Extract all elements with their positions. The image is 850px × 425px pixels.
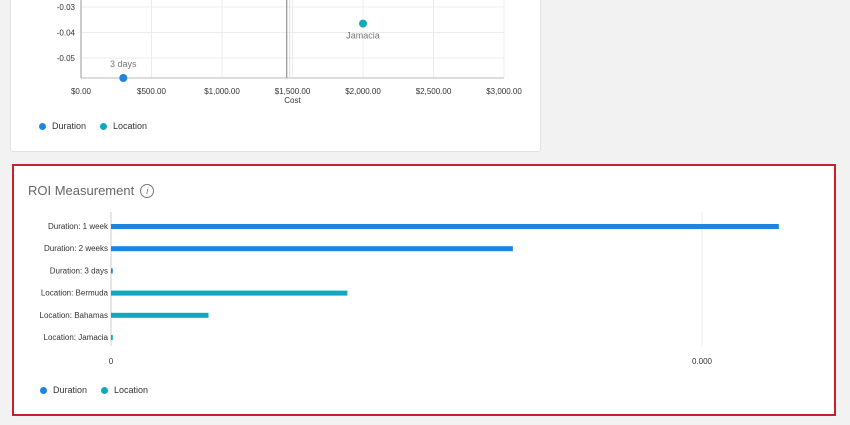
chart-title: ROI Measurement <box>28 183 135 198</box>
category-label: Location: Bahamas <box>40 311 109 320</box>
roi-card: ROI Measurement i 0 0.000 Duration: 1 week… <box>12 164 836 416</box>
x-tick-label: $500.00 <box>137 87 166 96</box>
scatter-point <box>359 19 367 28</box>
x-tick-label: $3,000.00 <box>486 87 522 96</box>
duration-dot-icon <box>40 386 47 394</box>
roi-legend: Duration Location <box>40 385 148 395</box>
roi-title-row: ROI Measurement i <box>28 183 155 198</box>
point-label: 3 days <box>110 59 137 69</box>
x-tick-label: $2,500.00 <box>416 87 452 96</box>
x-axis-label: Cost <box>284 96 301 105</box>
category-label: Duration: 2 weeks <box>44 244 108 253</box>
legend-location[interactable]: Location <box>101 385 148 395</box>
roi-bar-chart: 0 0.000 Duration: 1 week Duration: 2 weeks D… <box>40 212 779 366</box>
legend-label: Location <box>114 385 149 395</box>
legend-duration[interactable]: Duration <box>40 385 87 395</box>
x-tick-label: $0.00 <box>71 87 92 96</box>
scatter-card: -0.03 -0.04 -0.05 $0.00 $500.00 $1,000.00 $1,5… <box>10 0 541 152</box>
y-tick-label: -0.04 <box>57 29 76 38</box>
legend-label: Location <box>113 121 148 131</box>
point-label: Jamacia <box>346 31 380 41</box>
y-tick-label: -0.05 <box>57 54 76 63</box>
bar <box>111 312 209 318</box>
bar <box>111 290 348 296</box>
x-tick-label: 0 <box>109 357 114 366</box>
duration-dot-icon <box>39 122 46 130</box>
x-tick-label: $2,000.00 <box>345 87 381 96</box>
bar <box>111 246 513 252</box>
category-label: Location: Bermuda <box>41 289 109 298</box>
legend-location[interactable]: Location <box>100 121 147 131</box>
legend-duration[interactable]: Duration <box>39 121 86 131</box>
info-icon[interactable]: i <box>140 183 155 198</box>
y-tick-label: -0.03 <box>57 3 76 12</box>
bar <box>111 268 113 274</box>
bar <box>111 335 113 340</box>
bar <box>111 224 779 229</box>
x-tick-label: 0.000 <box>692 357 713 366</box>
scatter-point <box>119 74 128 82</box>
scatter-legend: Duration Location <box>39 121 147 131</box>
scatter-chart: -0.03 -0.04 -0.05 $0.00 $500.00 $1,000.00 $1,5… <box>57 0 522 105</box>
x-tick-label: $1,000.00 <box>204 87 240 96</box>
location-dot-icon <box>100 122 108 130</box>
location-dot-icon <box>101 386 109 394</box>
category-label: Duration: 3 days <box>50 266 108 275</box>
legend-label: Duration <box>52 121 87 131</box>
legend-label: Duration <box>53 385 88 395</box>
category-label: Location: Jamacia <box>44 333 109 342</box>
x-tick-label: $1,500.00 <box>275 87 311 96</box>
category-label: Duration: 1 week <box>48 222 109 231</box>
